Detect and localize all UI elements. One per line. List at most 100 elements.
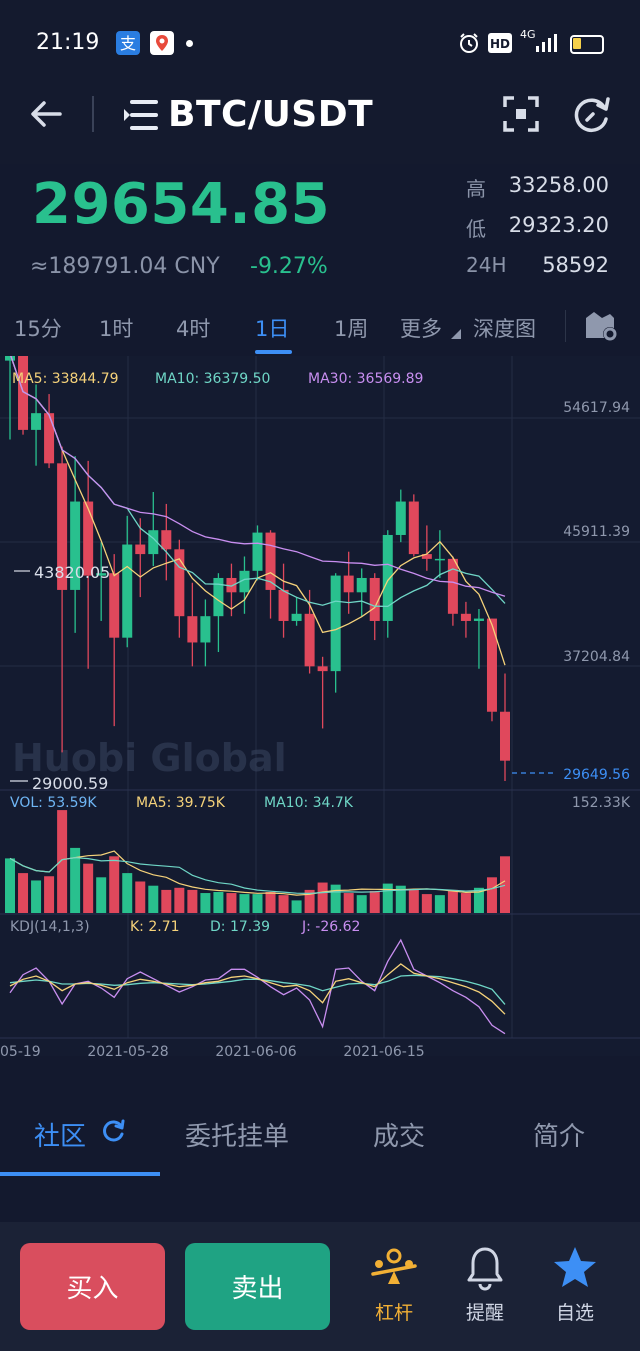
ma30-line — [10, 356, 506, 597]
tab-community[interactable]: 社区 — [34, 1122, 87, 1152]
market-list-icon[interactable] — [122, 98, 158, 136]
ma-lines-group — [10, 356, 506, 666]
tab-more[interactable]: 更多 — [400, 317, 442, 341]
last-price-tag-bg — [556, 765, 632, 782]
divider — [565, 310, 566, 342]
candle-body — [135, 544, 146, 555]
signal-icon — [534, 32, 558, 58]
more-dropdown-icon — [451, 324, 461, 343]
volume-bar — [83, 863, 94, 913]
volume-bar — [187, 889, 198, 913]
tab-15m[interactable]: 15分 — [14, 317, 62, 341]
notification-dot-icon — [186, 40, 193, 47]
tab-open-orders[interactable]: 委托挂单 — [185, 1122, 290, 1152]
volume-bar — [486, 877, 497, 913]
chart-settings-icon[interactable] — [584, 308, 620, 346]
network-type: 4G — [520, 28, 536, 41]
candle-body — [44, 413, 55, 464]
buy-button[interactable]: 买入 — [20, 1243, 165, 1330]
tab-1d[interactable]: 1日 — [255, 317, 290, 341]
leverage-label[interactable]: 杠杆 — [374, 1302, 413, 1324]
volume-bar — [343, 893, 354, 913]
kdj-lines-group — [9, 938, 506, 1035]
svg-text:支: 支 — [120, 34, 136, 53]
sell-button[interactable]: 卖出 — [185, 1243, 330, 1330]
volume-bar — [148, 885, 159, 913]
candle-body — [408, 501, 419, 555]
volume-bar — [369, 890, 380, 913]
app-bar — [0, 64, 640, 164]
bell-icon[interactable] — [460, 1244, 510, 1292]
date-axis-label: 2021-05-28 — [87, 1044, 168, 1056]
candle-body — [317, 666, 328, 672]
chart-grid — [0, 356, 640, 1039]
volume-bar — [460, 893, 471, 913]
volume-bar — [57, 810, 68, 913]
alert-label[interactable]: 提醒 — [465, 1302, 504, 1324]
stat-24h-value: 58592 — [542, 253, 609, 277]
candle-body — [382, 534, 393, 621]
tab-depth[interactable]: 深度图 — [473, 317, 536, 341]
leverage-icon[interactable] — [369, 1244, 419, 1292]
battery-icon — [570, 35, 604, 54]
candle-body — [473, 618, 484, 621]
volume-bar — [239, 894, 250, 913]
kdj-j-label: J: -26.62 — [301, 919, 360, 935]
active-tab-indicator — [255, 350, 292, 354]
interval-tabs — [0, 300, 640, 357]
kdj-k-label: K: 2.71 — [130, 919, 180, 935]
volume-bar — [200, 893, 211, 913]
price-cny: ≈189791.04 CNY — [30, 254, 220, 279]
date-axis-label: 2021-06-06 — [215, 1044, 296, 1056]
refresh-icon[interactable] — [572, 95, 612, 139]
refresh-icon[interactable] — [100, 1118, 126, 1148]
favorite-label[interactable]: 自选 — [555, 1302, 594, 1324]
volume-axis-label: 152.33K — [572, 795, 631, 811]
candle-body — [200, 616, 211, 643]
tab-4h[interactable]: 4时 — [176, 317, 211, 341]
alarm-clock-icon — [458, 32, 480, 58]
tab-1h[interactable]: 1时 — [99, 317, 134, 341]
candle-body — [330, 575, 341, 672]
volume-bar — [213, 892, 224, 913]
tab-1w[interactable]: 1周 — [334, 317, 369, 341]
volume-bar — [382, 883, 393, 913]
tab-intro[interactable]: 简介 — [533, 1122, 586, 1152]
volume-bar — [473, 887, 484, 913]
volume-bar — [304, 889, 315, 913]
volume-bar — [330, 884, 341, 913]
star-icon[interactable] — [550, 1244, 600, 1292]
battery-level — [573, 38, 581, 49]
candlestick-chart[interactable]: Huobi Global MA5: 33844.79 MA10: 36379.5… — [0, 356, 640, 1056]
volume-bar — [291, 900, 302, 913]
volume-bar — [447, 889, 458, 913]
volume-bar — [5, 858, 15, 913]
volume-bar — [18, 873, 29, 913]
volume-ma10-line — [9, 857, 506, 895]
pair-title[interactable]: BTC/USDT — [168, 94, 374, 135]
hd-icon: HD — [488, 33, 512, 57]
last-price: 29654.85 — [32, 172, 331, 237]
last-price-axis-label: 29649.56 — [563, 767, 630, 783]
ma5-label: MA5: 33844.79 — [12, 371, 119, 387]
divider — [92, 96, 94, 132]
back-arrow-icon[interactable] — [28, 96, 64, 136]
fullscreen-icon[interactable] — [502, 95, 540, 137]
price-axis-label: 37204.84 — [563, 649, 630, 665]
volume-bar — [395, 885, 406, 913]
volume-bar — [265, 892, 276, 913]
vol-label: VOL: 53.59K — [10, 795, 97, 811]
map-pin-app-icon — [150, 31, 174, 55]
high-marker-label: 43820.05 — [34, 563, 110, 582]
candle-body — [486, 618, 497, 712]
date-axis-label: 05-19 — [0, 1044, 41, 1056]
volume-bar — [278, 895, 289, 913]
tab-trades[interactable]: 成交 — [373, 1122, 426, 1152]
candle-body — [278, 589, 289, 621]
candle-body — [213, 577, 224, 617]
watermark: Huobi Global — [12, 736, 287, 780]
stat-low-value: 29323.20 — [508, 213, 609, 237]
candle-body — [500, 711, 510, 761]
volume-bar — [70, 847, 81, 913]
ma10-label: MA10: 36379.50 — [155, 371, 270, 387]
